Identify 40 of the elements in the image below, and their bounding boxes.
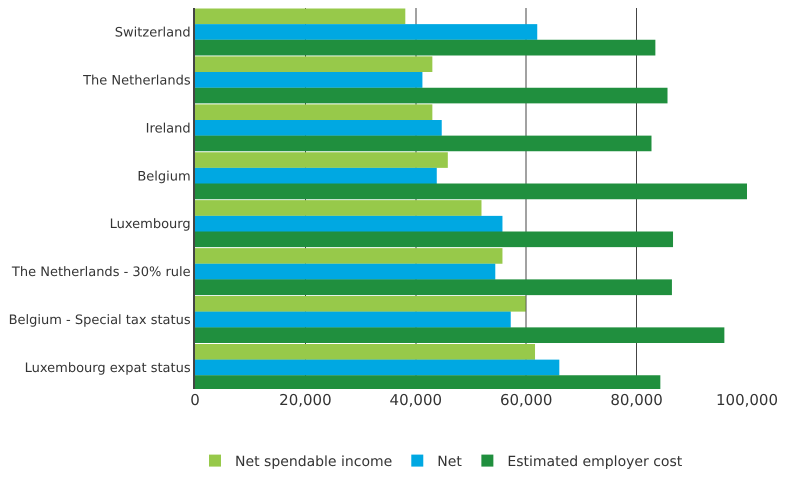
y-tick-label: The Netherlands	[82, 73, 191, 88]
y-tick-label: Ireland	[146, 121, 191, 136]
y-tick-label: Belgium - Special tax status	[8, 313, 191, 328]
bar	[195, 248, 502, 264]
bar	[195, 344, 536, 360]
bar	[195, 184, 747, 200]
legend-label: Net	[437, 454, 462, 470]
bar	[195, 24, 538, 40]
legend-label: Net spendable income	[235, 454, 392, 470]
y-tick-label: Luxembourg	[110, 217, 191, 232]
x-tick-label: 80,000	[610, 391, 663, 409]
bar	[195, 136, 652, 152]
x-tick-label: 60,000	[500, 391, 552, 409]
bar	[195, 327, 724, 343]
bar	[195, 40, 656, 56]
y-tick-label: Luxembourg expat status	[24, 360, 191, 376]
bar	[195, 231, 674, 248]
x-tick-label: 20,000	[279, 391, 332, 409]
bar	[195, 152, 448, 168]
bar	[195, 216, 502, 232]
y-tick-label: Belgium	[137, 169, 191, 184]
bar	[195, 56, 432, 72]
bar	[195, 104, 432, 120]
bar	[195, 168, 437, 184]
bar	[195, 88, 668, 104]
bar	[195, 360, 560, 376]
x-tick-label: 40,000	[390, 391, 442, 409]
y-tick-label: The Netherlands - 30% rule	[10, 265, 191, 280]
y-tick-label: Switzerland	[114, 26, 191, 41]
bar	[195, 264, 496, 280]
legend-label: Estimated employer cost	[507, 454, 683, 470]
bar	[195, 8, 406, 24]
x-tick-label: 0	[190, 391, 200, 409]
bar	[195, 296, 526, 312]
bar	[195, 200, 482, 216]
bar	[195, 279, 672, 296]
x-tick-label: 100,000	[716, 391, 778, 409]
bar	[195, 312, 511, 328]
bar	[195, 72, 422, 88]
bar	[195, 120, 442, 136]
